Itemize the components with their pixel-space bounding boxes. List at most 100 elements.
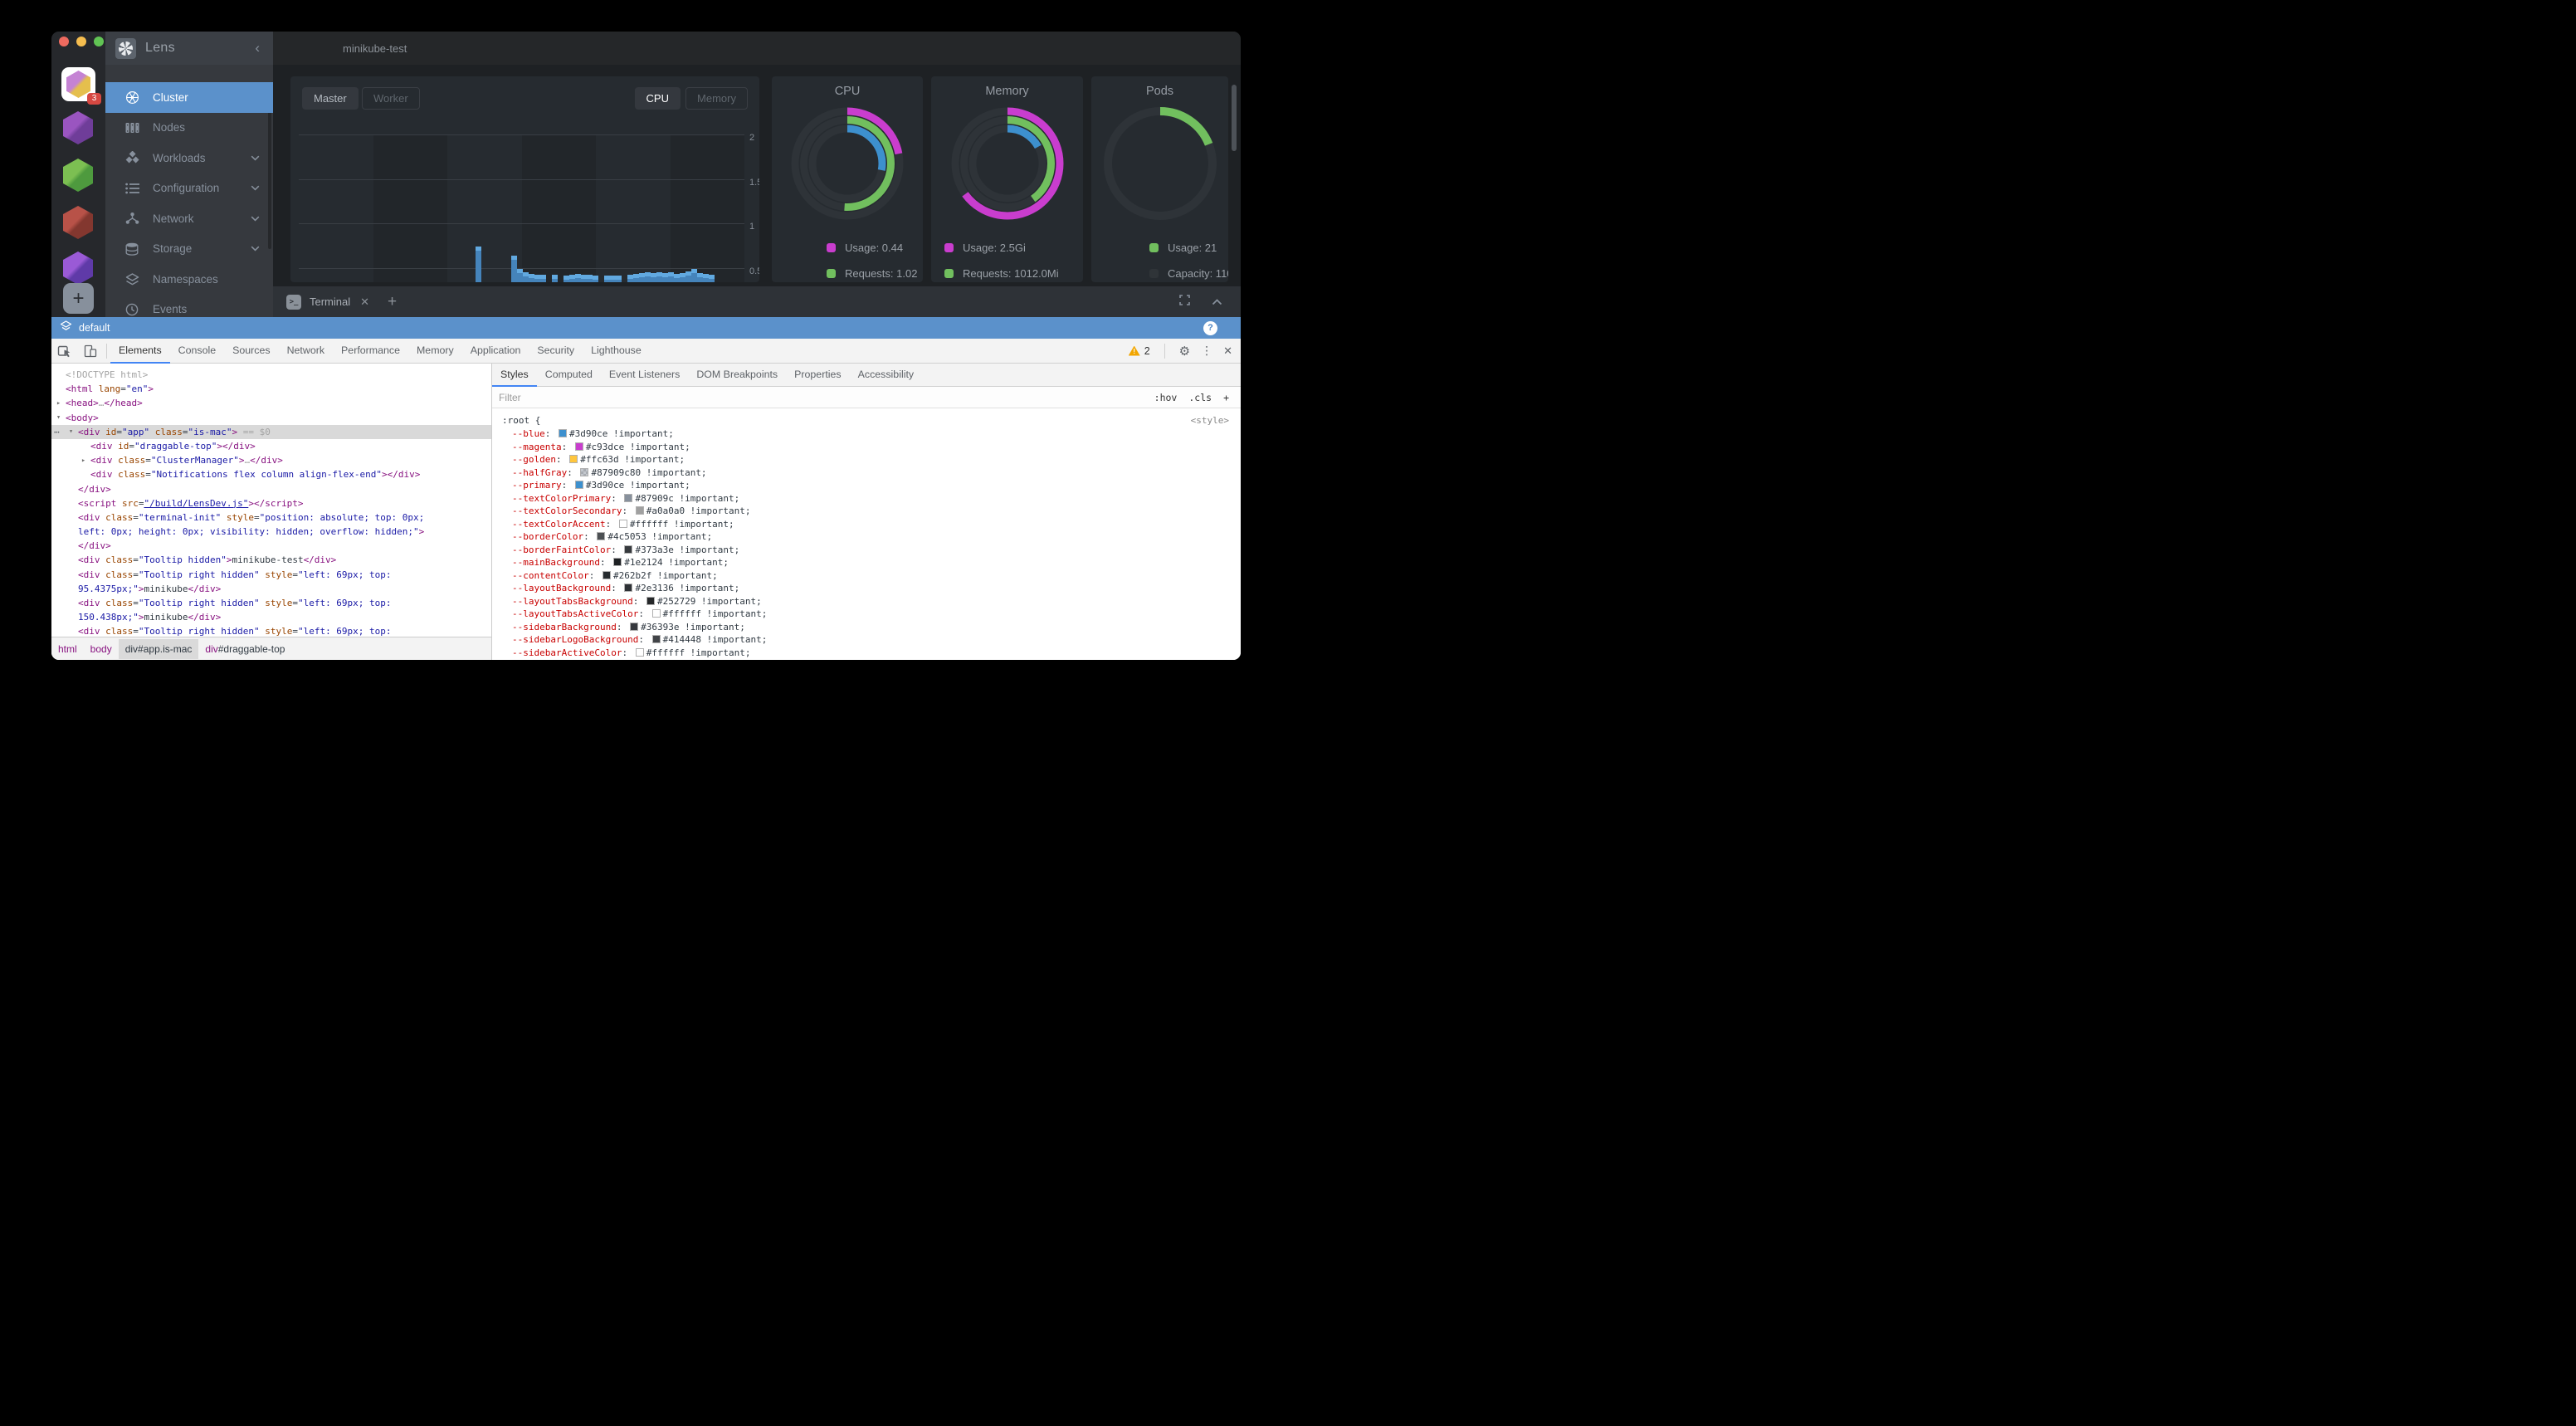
css-variable-row[interactable]: --borderFaintColor: #373a3e !important; <box>512 544 740 555</box>
color-swatch[interactable] <box>624 493 633 502</box>
breadcrumb-item[interactable]: html <box>58 642 77 655</box>
css-variable-row[interactable]: --textColorSecondary: #a0a0a0 !important… <box>512 505 751 516</box>
dom-tree-row[interactable]: left: 0px; height: 0px; visibility: hidd… <box>78 526 425 538</box>
css-variable-row[interactable]: --textColorAccent: #ffffff !important; <box>512 518 734 530</box>
color-swatch[interactable] <box>630 622 639 631</box>
collapse-icon[interactable]: ▾ <box>69 427 74 437</box>
settings-gear-icon[interactable]: ⚙ <box>1178 344 1191 359</box>
add-cluster-button[interactable]: + <box>63 283 94 314</box>
dom-tree-row[interactable]: <div id="draggable-top"></div> <box>90 440 256 452</box>
sidebar-item-storage[interactable]: Storage <box>105 234 273 265</box>
color-swatch[interactable] <box>624 545 633 554</box>
dom-tree-row[interactable]: </div> <box>78 540 111 552</box>
dom-tree-row[interactable]: ▸ <head>…</head> <box>51 396 491 410</box>
dom-tree-row[interactable]: <div class="Tooltip hidden">minikube-tes… <box>78 554 337 566</box>
sidebar-collapse-icon[interactable]: ‹ <box>255 40 260 56</box>
devtools-tab-console[interactable]: Console <box>178 344 217 356</box>
devtools-tab-security[interactable]: Security <box>537 344 575 356</box>
color-swatch[interactable] <box>624 584 633 592</box>
node-menu-icon[interactable]: ⋯ <box>54 426 60 437</box>
styles-tab-properties[interactable]: Properties <box>794 368 842 380</box>
cluster-rail-item[interactable] <box>63 159 93 192</box>
css-variable-row[interactable]: --magenta: #c93dce !important; <box>512 441 690 452</box>
color-swatch[interactable] <box>646 596 655 605</box>
color-swatch[interactable] <box>651 609 661 618</box>
css-variable-row[interactable]: --halfGray: #87909c80 !important; <box>512 466 707 478</box>
dom-tree-row[interactable]: <div class="Notifications flex column al… <box>90 469 421 481</box>
node-tab-master[interactable]: Master <box>302 87 359 110</box>
metric-tab-memory[interactable]: Memory <box>685 87 748 110</box>
devtools-close-icon[interactable]: ✕ <box>1223 344 1232 357</box>
color-swatch[interactable] <box>635 506 644 515</box>
css-variable-row[interactable]: --sidebarActiveColor: #ffffff !important… <box>512 647 751 658</box>
terminal-add-icon[interactable]: + <box>388 292 398 310</box>
color-swatch[interactable] <box>635 647 644 657</box>
expand-icon[interactable]: ▸ <box>81 456 86 465</box>
styles-filter-input[interactable] <box>492 391 1154 403</box>
dom-tree-row[interactable]: <html lang="en"> <box>66 383 154 395</box>
color-swatch[interactable] <box>597 532 606 540</box>
sidebar-item-events[interactable]: Events <box>105 295 273 325</box>
styles-tab-computed[interactable]: Computed <box>544 368 593 380</box>
css-variable-row[interactable]: --blue: #3d90ce !important; <box>512 428 674 439</box>
help-button[interactable]: ? <box>1203 320 1217 335</box>
css-variable-row[interactable]: --sidebarBackground: #36393e !important; <box>512 621 745 632</box>
dom-tree-row[interactable]: ⋯ ▾ <div id="app" class="is-mac"> == $0 <box>51 424 491 439</box>
dom-tree-row[interactable]: </div> <box>78 483 111 495</box>
node-tab-worker[interactable]: Worker <box>362 87 420 110</box>
metric-tab-cpu[interactable]: CPU <box>634 87 681 110</box>
color-swatch[interactable] <box>651 635 661 643</box>
rule-selector[interactable]: :root { <box>502 415 541 426</box>
sidebar-item-workloads[interactable]: Workloads <box>105 143 273 173</box>
dom-tree-row[interactable]: ▾ <body> <box>51 411 491 425</box>
dom-tree-row[interactable]: <script src="/build/LensDev.js"></script… <box>78 497 304 509</box>
breadcrumb-item[interactable]: div#app.is-mac <box>118 638 199 659</box>
inspect-element-icon[interactable] <box>51 344 77 358</box>
sidebar-item-nodes[interactable]: Nodes <box>105 113 273 144</box>
dom-tree-row[interactable]: <div class="Tooltip right hidden" style=… <box>78 598 392 608</box>
color-swatch[interactable] <box>613 558 622 566</box>
zoom-window-button[interactable] <box>94 37 104 46</box>
color-swatch[interactable] <box>618 519 627 528</box>
sidebar-item-namespaces[interactable]: Namespaces <box>105 264 273 295</box>
dom-tree-row[interactable]: 150.438px;">minikube</div> <box>78 612 222 623</box>
sidebar-item-network[interactable]: Network <box>105 203 273 234</box>
styles-tab-dom-breakpoints[interactable]: DOM Breakpoints <box>696 368 778 380</box>
css-variable-row[interactable]: --golden: #ffc63d !important; <box>512 454 685 465</box>
css-variable-row[interactable]: --borderColor: #4c5053 !important; <box>512 531 713 542</box>
collapse-dock-icon[interactable] <box>1212 295 1222 310</box>
pseudo-state-toggle[interactable]: :hov <box>1154 391 1178 403</box>
dom-tree-row[interactable]: <div class="Tooltip right hidden" style=… <box>78 626 392 637</box>
cluster-rail-item[interactable] <box>63 111 93 144</box>
device-toolbar-icon[interactable] <box>77 344 103 358</box>
devtools-tab-sources[interactable]: Sources <box>232 344 271 356</box>
dom-tree-row[interactable]: <div class="terminal-init" style="positi… <box>78 511 425 523</box>
devtools-menu-icon[interactable]: ⋮ <box>1201 344 1213 357</box>
breadcrumb-item[interactable]: div#draggable-top <box>205 642 285 655</box>
color-swatch[interactable] <box>602 570 611 579</box>
css-variable-row[interactable]: --contentColor: #262b2f !important; <box>512 569 718 581</box>
terminal-tab[interactable]: Terminal <box>310 295 351 308</box>
tab-minikube-test[interactable]: minikube-test <box>343 42 407 55</box>
new-style-rule-button[interactable]: + <box>1223 391 1229 403</box>
css-variable-row[interactable]: --mainBackground: #1e2124 !important; <box>512 557 729 568</box>
collapse-icon[interactable]: ▾ <box>56 413 61 422</box>
minimize-window-button[interactable] <box>76 37 86 46</box>
devtools-tab-elements[interactable]: Elements <box>110 339 170 364</box>
breadcrumb-item[interactable]: body <box>90 642 112 655</box>
dom-tree-row[interactable]: <!DOCTYPE html> <box>66 369 149 380</box>
devtools-tab-performance[interactable]: Performance <box>341 344 400 356</box>
css-variable-row[interactable]: --layoutBackground: #2e3136 !important; <box>512 583 740 593</box>
cluster-rail-item[interactable]: 3 <box>61 67 101 105</box>
namespace-selector[interactable]: default <box>79 322 110 334</box>
main-scrollbar[interactable] <box>1232 85 1237 151</box>
styles-tab-styles[interactable]: Styles <box>492 364 537 387</box>
cluster-rail-item[interactable] <box>63 252 93 285</box>
element-classes-toggle[interactable]: .cls <box>1188 391 1212 403</box>
dom-tree-row[interactable]: 95.4375px;">minikube</div> <box>78 583 222 594</box>
color-swatch[interactable] <box>569 455 578 463</box>
css-variable-row[interactable]: --sidebarLogoBackground: #414448 !import… <box>512 634 768 645</box>
color-swatch[interactable] <box>574 442 583 451</box>
style-source-link[interactable]: <style> <box>1190 415 1229 426</box>
expand-icon[interactable]: ▸ <box>56 398 61 408</box>
